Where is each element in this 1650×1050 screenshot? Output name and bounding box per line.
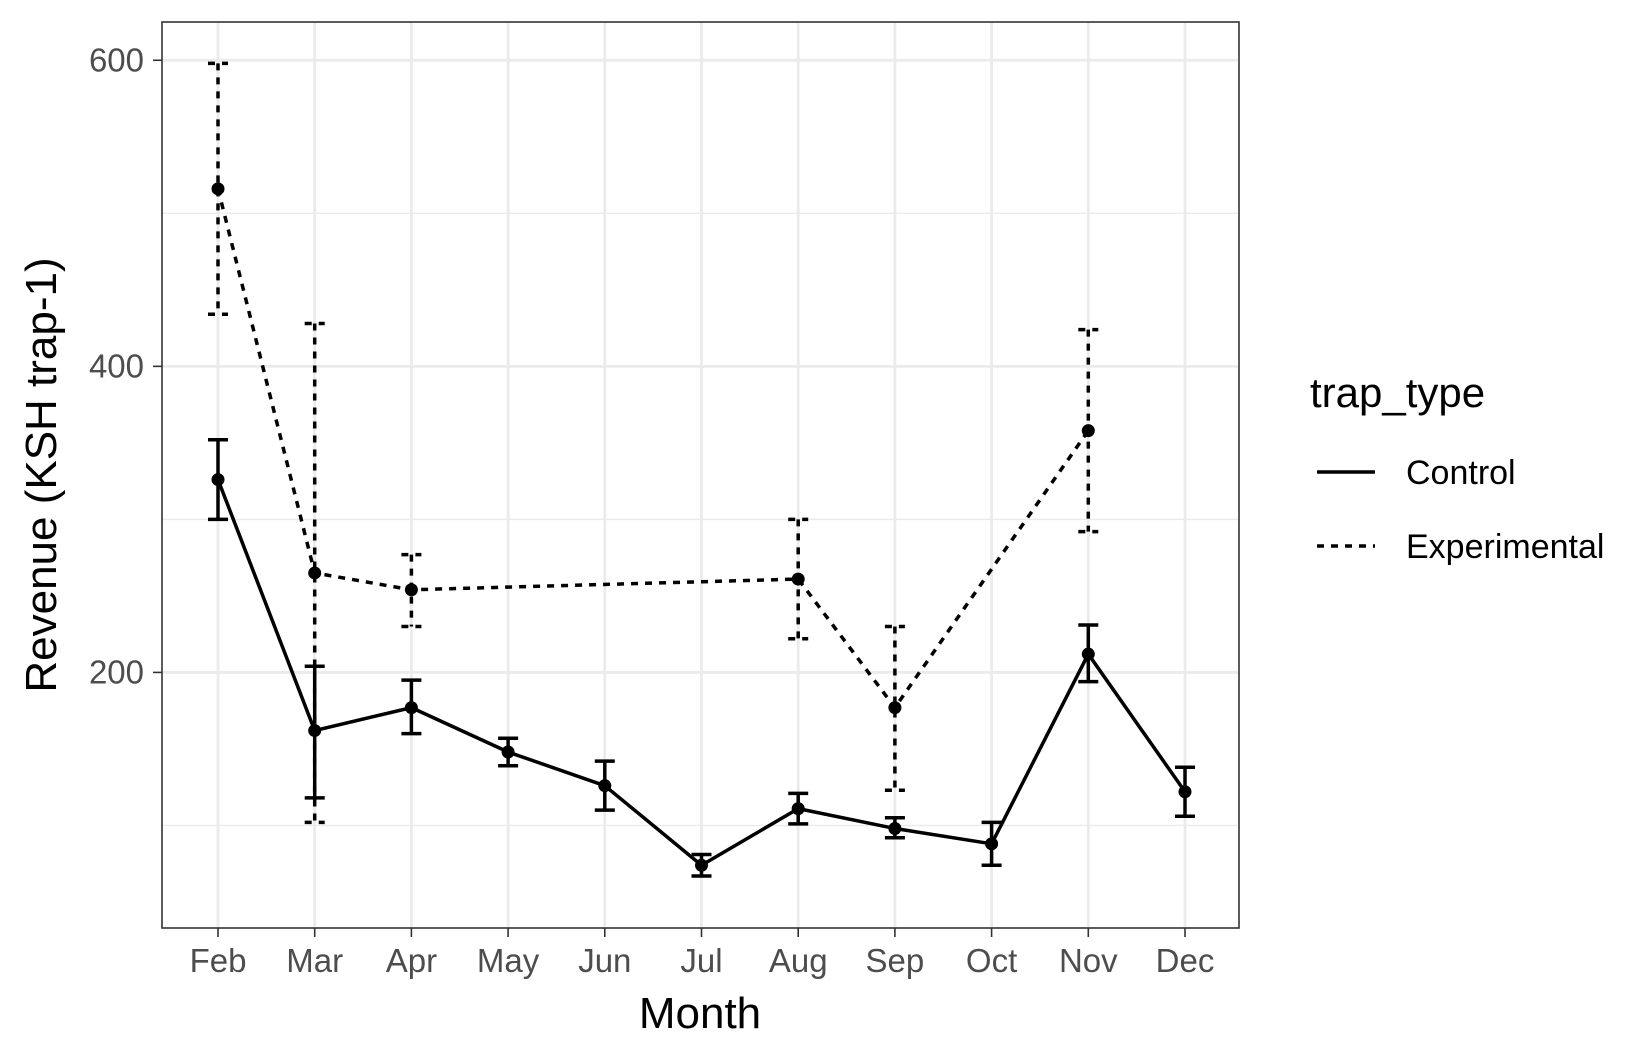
y-axis-title: Revenue (KSH trap-1) (17, 257, 66, 692)
data-point-experimental (888, 701, 902, 715)
data-point-experimental (211, 182, 225, 196)
data-point-control (211, 473, 225, 487)
data-point-control (404, 701, 418, 715)
x-tick-label: Nov (1059, 942, 1118, 979)
x-tick-label: Oct (966, 942, 1017, 979)
plot-panel-border (161, 21, 1240, 929)
y-axis: 200 400 600 (89, 41, 162, 690)
x-tick-label: Aug (769, 942, 828, 979)
error-bar-experimental (304, 321, 325, 825)
data-point-control (985, 837, 999, 851)
legend: trap_type Control Experimental (1310, 369, 1604, 566)
data-point-experimental (1081, 424, 1095, 438)
x-tick-label: May (477, 942, 540, 979)
data-point-experimental (308, 566, 322, 580)
y-tick-label: 400 (89, 347, 144, 384)
x-tick-label: Apr (386, 942, 437, 979)
series-experimental (208, 61, 1099, 825)
error-bar-experimental (884, 624, 905, 793)
x-tick-label: Feb (190, 942, 247, 979)
data-point-control (598, 779, 612, 793)
data-point-control (1081, 647, 1095, 661)
data-point-control (695, 858, 708, 872)
error-bar-experimental (208, 61, 228, 317)
data-point-control (888, 822, 902, 836)
data-point-experimental (404, 583, 418, 597)
y-tick-label: 200 (89, 653, 144, 690)
x-tick-label: Sep (866, 942, 925, 979)
x-tick-label: Mar (286, 942, 343, 979)
data-point-experimental (791, 572, 805, 586)
series-layer (208, 61, 1195, 878)
series-line-experimental (216, 188, 1090, 710)
error-bar-experimental (401, 552, 422, 629)
y-tick-label: 600 (89, 41, 144, 78)
x-tick-label: Jul (680, 942, 722, 979)
data-point-control (791, 802, 805, 816)
legend-label-experimental: Experimental (1406, 528, 1604, 566)
x-axis: Feb Mar Apr May Jun Jul Aug Sep Oct Nov Dec (190, 928, 1215, 979)
data-point-control (501, 745, 515, 759)
x-tick-label: Dec (1156, 942, 1215, 979)
x-tick-label: Jun (578, 942, 631, 979)
x-axis-title: Month (639, 989, 761, 1038)
data-point-control (1178, 785, 1192, 799)
legend-label-control: Control (1406, 454, 1516, 492)
legend-title: trap_type (1310, 369, 1485, 416)
